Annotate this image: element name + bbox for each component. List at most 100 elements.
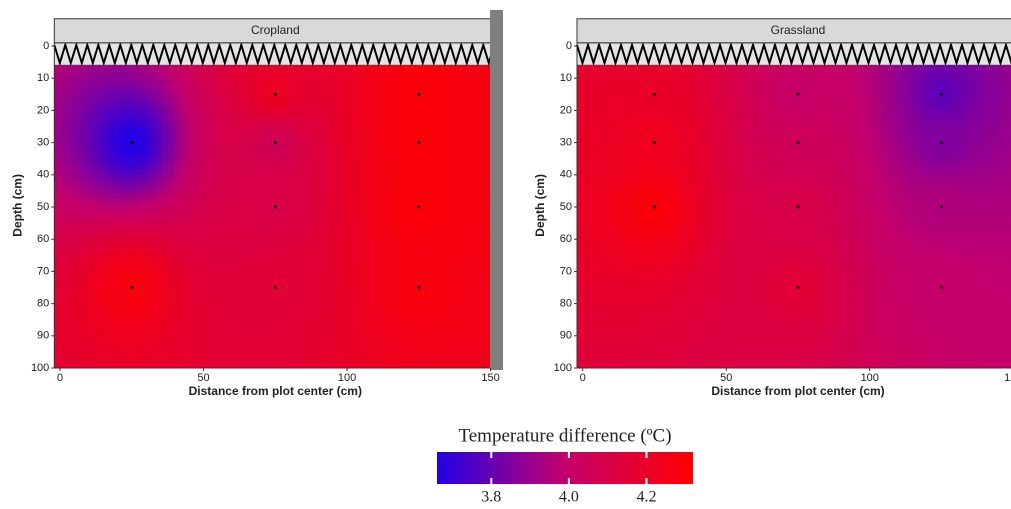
heat-cell xyxy=(649,150,656,158)
heat-cell xyxy=(210,306,217,314)
heat-cell xyxy=(354,342,361,350)
heat-cell xyxy=(625,120,632,128)
heat-cell xyxy=(577,360,584,368)
heat-cell xyxy=(366,276,373,284)
heat-cell xyxy=(312,228,319,236)
heat-cell xyxy=(174,246,181,254)
heat-cell xyxy=(252,306,259,314)
heat-cell xyxy=(246,354,253,362)
heat-cell xyxy=(456,354,463,362)
heat-cell xyxy=(360,108,367,116)
heat-cell xyxy=(252,108,259,116)
heat-cell xyxy=(96,144,103,152)
heat-cell xyxy=(378,162,385,170)
heat-cell xyxy=(643,84,650,92)
heat-cell xyxy=(402,162,409,170)
heat-cell xyxy=(234,96,241,104)
heat-cell xyxy=(420,120,427,128)
heat-cell xyxy=(619,300,626,308)
heat-cell xyxy=(601,276,608,284)
heat-cell xyxy=(96,294,103,302)
heat-cell xyxy=(607,174,614,182)
heat-cell xyxy=(138,342,145,350)
heat-cell xyxy=(643,90,650,98)
heat-cell xyxy=(204,66,211,74)
heat-cell xyxy=(474,198,481,206)
heat-cell xyxy=(637,186,644,194)
heat-cell xyxy=(631,294,638,302)
heat-cell xyxy=(330,198,337,206)
heat-cell xyxy=(396,120,403,128)
heat-cell xyxy=(330,264,337,272)
heat-cell xyxy=(402,210,409,218)
heat-cell xyxy=(360,126,367,134)
heat-cell xyxy=(474,342,481,350)
heat-cell xyxy=(66,216,73,224)
heat-cell xyxy=(210,120,217,128)
heat-cell xyxy=(120,162,127,170)
heat-cell xyxy=(66,90,73,98)
heat-cell xyxy=(450,186,457,194)
heat-cell xyxy=(474,312,481,320)
heat-cell xyxy=(294,168,301,176)
heat-cell xyxy=(456,102,463,110)
heat-cell xyxy=(276,330,283,338)
heat-cell xyxy=(414,240,421,248)
heat-cell xyxy=(264,72,271,80)
heat-cell xyxy=(102,300,109,308)
heat-cell xyxy=(306,252,313,260)
heat-cell xyxy=(655,312,662,320)
heat-cell xyxy=(114,336,121,344)
heat-cell xyxy=(402,192,409,200)
heat-cell xyxy=(649,258,656,266)
heat-cell xyxy=(438,210,445,218)
heat-cell xyxy=(198,96,205,104)
heat-cell xyxy=(66,354,73,362)
heat-cell xyxy=(186,156,193,164)
heat-cell xyxy=(468,90,475,98)
heat-cell xyxy=(342,240,349,248)
heat-cell xyxy=(240,72,247,80)
heat-cell xyxy=(78,240,85,248)
heat-cell xyxy=(204,126,211,134)
heat-cell xyxy=(72,204,79,212)
heat-cell xyxy=(402,342,409,350)
heat-cell xyxy=(414,162,421,170)
heat-cell xyxy=(601,300,608,308)
heat-cell xyxy=(282,270,289,278)
heat-cell xyxy=(210,90,217,98)
heat-cell xyxy=(330,276,337,284)
heat-cell xyxy=(138,246,145,254)
heat-cell xyxy=(174,144,181,152)
heat-cell xyxy=(462,198,469,206)
heat-cell xyxy=(60,78,67,86)
heat-cell xyxy=(390,258,397,266)
heat-cell xyxy=(420,162,427,170)
heat-cell xyxy=(204,210,211,218)
heat-cell xyxy=(589,276,596,284)
heat-cell xyxy=(613,342,620,350)
heat-cell xyxy=(342,66,349,74)
heat-cell xyxy=(480,84,487,92)
heat-cell xyxy=(661,330,668,338)
heat-cell xyxy=(378,96,385,104)
heat-cell xyxy=(108,318,115,326)
heat-cell xyxy=(126,162,133,170)
heat-cell xyxy=(270,210,277,218)
heat-cell xyxy=(354,234,361,242)
heat-cell xyxy=(138,240,145,248)
heat-cell xyxy=(228,330,235,338)
heat-cell xyxy=(661,96,668,104)
heat-cell xyxy=(396,222,403,230)
heat-cell xyxy=(114,270,121,278)
heat-cell xyxy=(102,324,109,332)
heat-cell xyxy=(312,66,319,74)
heat-cell xyxy=(312,174,319,182)
heat-cell xyxy=(150,264,157,272)
heat-cell xyxy=(330,156,337,164)
heat-cell xyxy=(438,288,445,296)
heat-cell xyxy=(408,360,415,368)
heat-cell xyxy=(270,306,277,314)
heat-cell xyxy=(402,288,409,296)
heat-cell xyxy=(162,312,169,320)
